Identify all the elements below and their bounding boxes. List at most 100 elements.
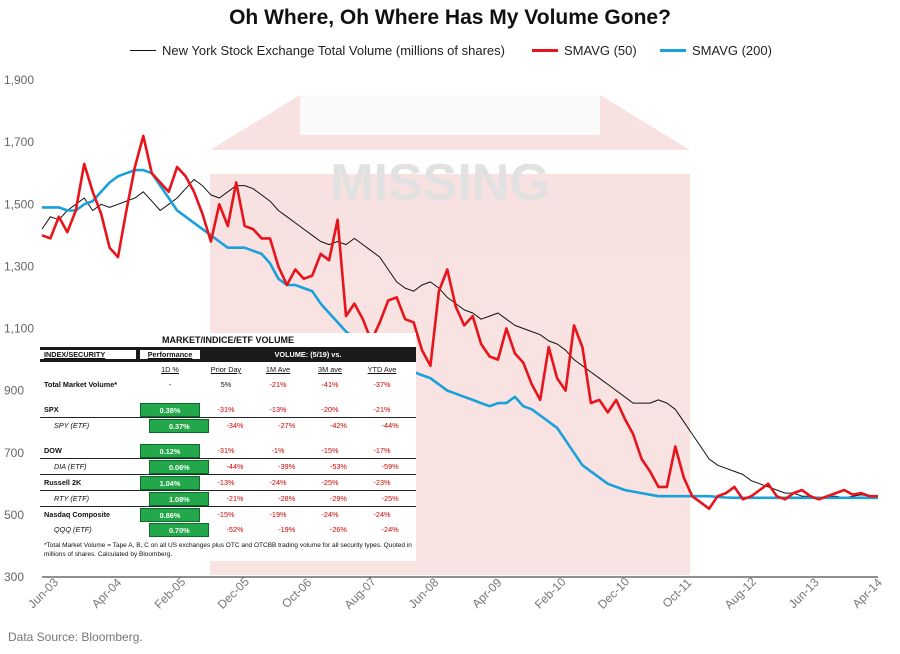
table-cell-m3: -29% xyxy=(329,494,347,503)
table-cell-name: Russell 2K xyxy=(44,478,82,487)
x-tick-label: Feb-10 xyxy=(532,575,569,612)
table-cell-ytd: -59% xyxy=(381,462,399,471)
table-cell-prior: 5% xyxy=(220,380,232,389)
table-cell-prior: -21% xyxy=(226,494,244,503)
table-cell-prior: -15% xyxy=(217,510,235,519)
legend-label-sma50: SMAVG (50) xyxy=(564,43,637,58)
table-cell-name: Nasdaq Composite xyxy=(44,510,111,519)
table-cell-ytd: -17% xyxy=(373,446,391,455)
table-cell-perf: 0.86% xyxy=(140,507,200,522)
legend-item-volume: New York Stock Exchange Total Volume (mi… xyxy=(130,43,505,58)
table-row: SPX 0.38% -31% -13% -20% -21% xyxy=(40,402,416,417)
table-cell-prior: -44% xyxy=(226,462,244,471)
table-cell-ytd: -23% xyxy=(373,478,391,487)
table-cell-ytd: -21% xyxy=(373,405,391,414)
table-cell-prior: -31% xyxy=(217,405,235,414)
header-security: INDEX/SECURITY xyxy=(40,350,136,359)
table-cell-perf: - xyxy=(168,380,172,389)
legend-item-sma200: SMAVG (200) xyxy=(660,43,772,58)
table-footnote: *Total Market Volume = Tape A, B, C on a… xyxy=(44,542,412,558)
header-volume: VOLUME: (5/19) vs. xyxy=(274,350,342,359)
x-tick-label: Jun-13 xyxy=(786,575,822,611)
subheader-prior: Prior Day xyxy=(210,365,242,374)
y-axis: 300 500 700 900 1,100 1,300 1,500 1,700 1,900 xyxy=(4,73,34,584)
table-cell-m3: -26% xyxy=(329,525,347,534)
series-layer xyxy=(41,134,879,510)
subheader-perf: 1D % xyxy=(161,365,179,374)
y-tick-label: 1,100 xyxy=(4,322,34,336)
y-tick-label: 500 xyxy=(4,508,24,522)
x-tick-label: Oct-06 xyxy=(279,575,315,611)
x-tick-label: Dec-05 xyxy=(215,574,252,611)
table-cell-name: SPY (ETF) xyxy=(54,421,90,430)
table-cell-perf: 1.08% xyxy=(149,491,210,506)
y-tick-label: 1,900 xyxy=(4,73,34,87)
table-body: Total Market Volume* - 5% -21% -41% -37% SPX 0.… xyxy=(40,377,416,537)
x-tick-label: Aug-07 xyxy=(341,574,378,611)
table-cell-m3: -24% xyxy=(321,510,339,519)
table-cell-m1: -1% xyxy=(271,446,285,455)
table-cell-m1: -39% xyxy=(278,462,296,471)
x-tick-label: Jun-08 xyxy=(406,575,442,611)
table-row: SPY (ETF) 0.37% -34% -27% -42% -44% xyxy=(40,417,416,433)
watermark-text: MISSING xyxy=(330,154,550,212)
table-row: Nasdaq Composite 0.86% -15% -19% -24% -24% xyxy=(40,506,416,522)
table-cell-name: Total Market Volume* xyxy=(44,380,118,389)
table-cell-m1: -21% xyxy=(269,380,287,389)
table-title: MARKET/INDICE/ETF VOLUME xyxy=(162,335,294,345)
table-cell-m1: -13% xyxy=(269,405,287,414)
series-volume-line xyxy=(41,178,879,499)
table-cell-name: QQQ (ETF) xyxy=(54,525,92,534)
x-tick-label: Oct-11 xyxy=(660,576,695,611)
table-cell-m3: -20% xyxy=(321,405,339,414)
legend-label-volume: New York Stock Exchange Total Volume (mi… xyxy=(162,43,505,58)
table-cell-ytd: -25% xyxy=(381,494,399,503)
chart-title: Oh Where, Oh Where Has My Volume Gone? xyxy=(229,6,671,29)
subheader-3m: 3M ave xyxy=(318,365,342,374)
table-cell-m3: -42% xyxy=(329,421,347,430)
table-row: RTY (ETF) 1.08% -21% -28% -29% -25% xyxy=(40,490,416,506)
table-cell-m3: -53% xyxy=(329,462,347,471)
table-cell-perf: 0.06% xyxy=(149,459,210,474)
series-sma200-line xyxy=(42,168,878,500)
series-sma50-line xyxy=(41,134,878,510)
x-tick-label: Aug-12 xyxy=(722,574,759,611)
y-tick-label: 300 xyxy=(4,570,24,584)
table-cell-prior: -34% xyxy=(226,421,244,430)
table-cell-prior: -13% xyxy=(217,478,235,487)
x-tick-label: Apr-09 xyxy=(469,575,505,611)
table-header-row: INDEX/SECURITY Performance VOLUME: (5/19… xyxy=(40,347,416,362)
subheader-1m: 1M Ave xyxy=(265,365,291,374)
subheader-ytd: YTD Ave xyxy=(367,365,397,374)
data-source: Data Source: Bloomberg. xyxy=(8,630,143,644)
table-cell-name: DIA (ETF) xyxy=(54,462,87,471)
table-cell-prior: -52% xyxy=(226,525,244,534)
table-spacer xyxy=(40,392,416,402)
table-cell-m3: -41% xyxy=(321,380,339,389)
table-cell-m3: -25% xyxy=(321,478,339,487)
table-cell-perf: 0.38% xyxy=(140,402,200,417)
table-row: DIA (ETF) 0.06% -44% -39% -53% -59% xyxy=(40,458,416,474)
table-cell-prior: -31% xyxy=(217,446,235,455)
table-cell-m1: -24% xyxy=(269,478,287,487)
table-cell-perf: 0.12% xyxy=(140,443,200,458)
table-cell-m1: -27% xyxy=(278,421,296,430)
x-tick-label: Jun-03 xyxy=(25,575,61,611)
table-cell-m3: -15% xyxy=(321,446,339,455)
table-cell-m1: -19% xyxy=(278,525,296,534)
table-cell-name: RTY (ETF) xyxy=(54,494,89,503)
y-tick-label: 900 xyxy=(4,384,24,398)
table-cell-ytd: -44% xyxy=(381,421,399,430)
x-tick-label: Dec-10 xyxy=(595,574,632,611)
table-cell-m1: -28% xyxy=(278,494,296,503)
legend-swatch-volume xyxy=(130,50,156,51)
table-row: Russell 2K 1.04% -13% -24% -25% -23% xyxy=(40,474,416,490)
table-row: Total Market Volume* - 5% -21% -41% -37% xyxy=(40,377,416,392)
legend-swatch-sma50 xyxy=(532,49,558,52)
header-performance: Performance xyxy=(140,350,200,359)
table-cell-m1: -19% xyxy=(269,510,287,519)
table-cell-name: SPX xyxy=(44,405,59,414)
y-tick-label: 1,300 xyxy=(4,259,34,273)
x-axis: Jun-03 Apr-04 Feb-05 Dec-05 Oct-06 Aug-07 Jun-… xyxy=(25,574,885,611)
y-tick-label: 1,700 xyxy=(4,135,34,149)
